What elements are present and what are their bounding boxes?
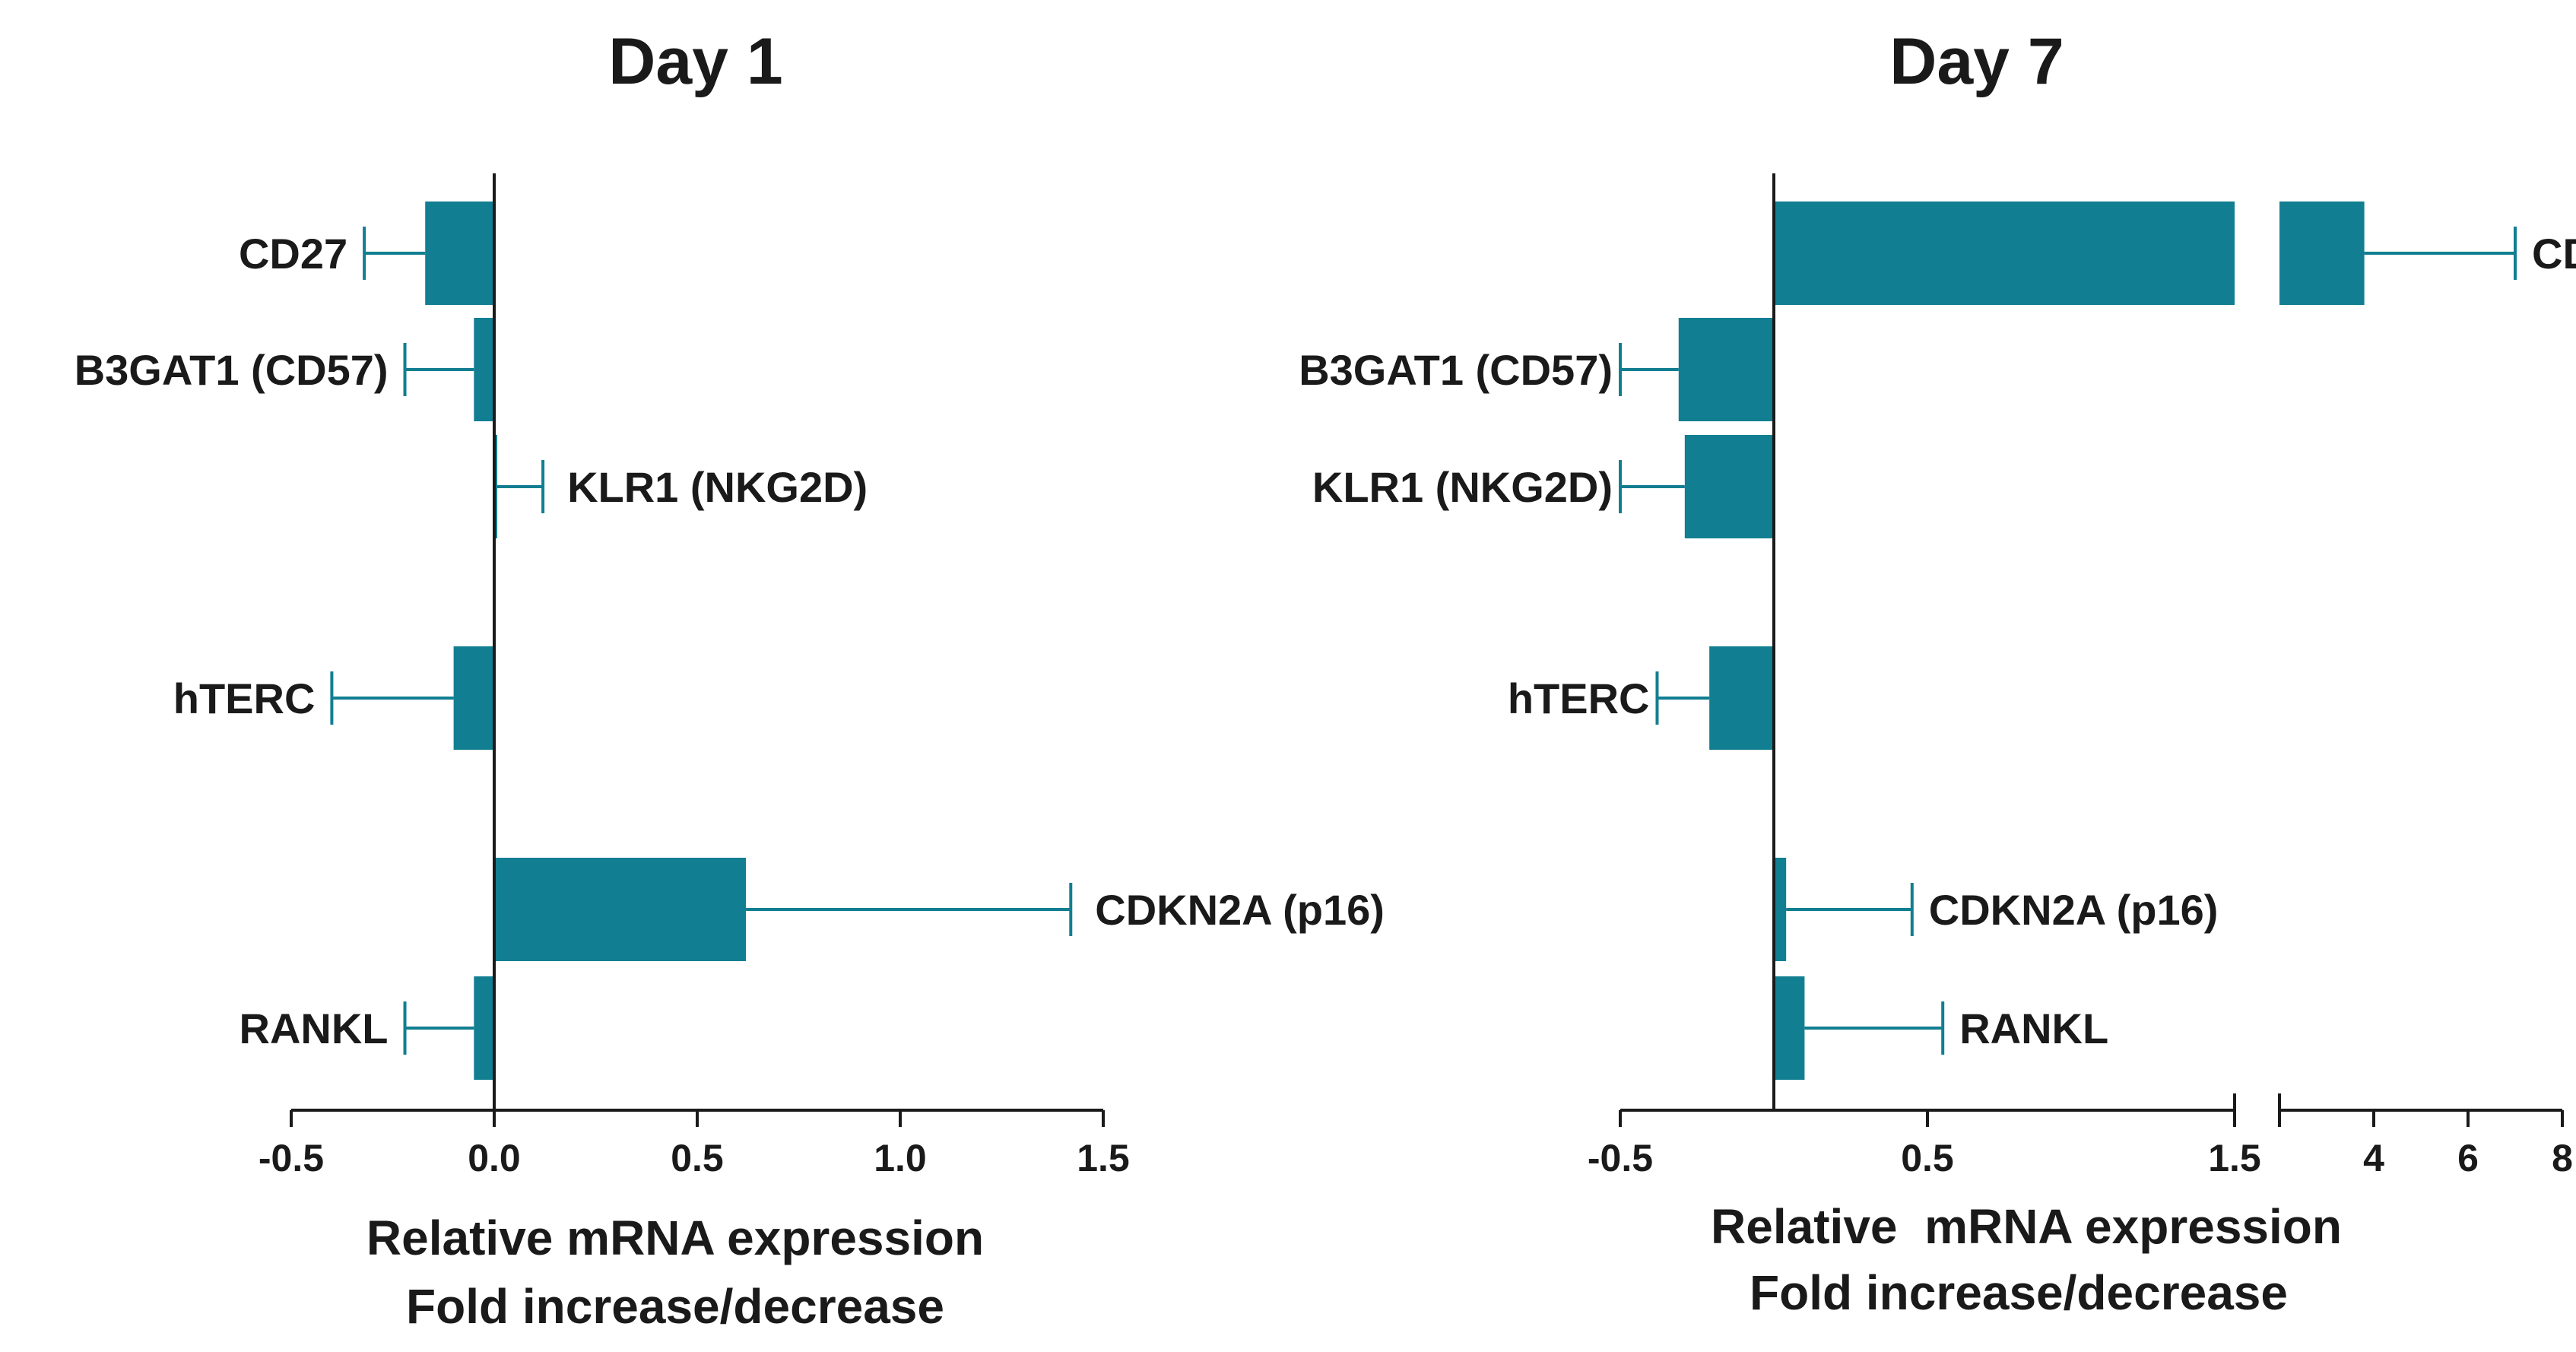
day7-tick-label: 6 <box>2457 1137 2479 1179</box>
day7-xlabel-line2: Fold increase/decrease <box>1750 1265 2288 1320</box>
day1-label-b3gat1: B3GAT1 (CD57) <box>75 346 389 394</box>
day7-x-ticks: -0.5 0.5 1.5 4 6 8 <box>1588 1110 2573 1179</box>
day7-label-rankl: RANKL <box>1959 1004 2108 1052</box>
day1-xlabel-line2: Fold increase/decrease <box>406 1279 944 1334</box>
day7-error-rankl <box>1804 1001 1945 1055</box>
day1-bar-hterc <box>453 646 494 750</box>
day7-bar-rankl <box>1774 976 1805 1080</box>
day1-bar-cd27 <box>425 202 494 305</box>
day1-bar-cdkn2a <box>494 858 747 961</box>
day7-label-cdkn2a: CDKN2A (p16) <box>1929 886 2219 934</box>
day1-error-cd27 <box>363 227 426 280</box>
day1-error-hterc <box>330 671 454 725</box>
day7-tick-label: 0.5 <box>1901 1137 1954 1179</box>
day1-tick-label: -0.5 <box>259 1137 324 1179</box>
day1-label-klr1: KLR1 (NKG2D) <box>567 463 868 511</box>
day1-tick-label: 0.0 <box>468 1137 521 1179</box>
day7-tick-label: 4 <box>2363 1137 2384 1179</box>
day7-bar-b3gat1 <box>1678 318 1774 421</box>
day7-error-cdkn2a <box>1786 883 1914 936</box>
day1-label-rankl: RANKL <box>240 1004 389 1052</box>
day1-error-rankl <box>403 1001 474 1055</box>
day1-title: Day 1 <box>608 25 783 98</box>
panel-day1: Day 1 CD27 B3GAT1 (CD57) KLR1 <box>75 25 1385 1334</box>
day1-label-hterc: hTERC <box>173 674 316 722</box>
day7-error-cd27 <box>2364 227 2517 280</box>
panel-day7: Day 7 CD27 B3GAT1 (CD57) <box>1299 25 2576 1320</box>
day7-bars <box>1678 202 2365 1080</box>
day1-xlabel-line1: Relative mRNA expression <box>366 1211 984 1265</box>
day1-tick-label: 0.5 <box>671 1137 724 1179</box>
day7-bar-cd27-segment1 <box>1774 202 2235 305</box>
day7-error-b3gat1 <box>1619 343 1679 396</box>
day1-error-bars <box>330 227 1073 1055</box>
day1-error-klr1 <box>496 460 545 513</box>
day7-tick-label: 1.5 <box>2208 1137 2261 1179</box>
day7-label-cd27: CD27 <box>2532 230 2576 278</box>
day1-bar-b3gat1 <box>474 318 494 421</box>
day7-label-klr1: KLR1 (NKG2D) <box>1312 463 1613 511</box>
day1-tick-label: 1.5 <box>1077 1137 1130 1179</box>
day1-bar-rankl <box>474 976 494 1080</box>
day7-error-hterc <box>1655 671 1710 725</box>
day1-label-cd27: CD27 <box>239 230 347 278</box>
day1-gene-labels: CD27 B3GAT1 (CD57) KLR1 (NKG2D) hTERC CD… <box>75 230 1385 1052</box>
day1-bars <box>425 202 747 1080</box>
day7-tick-label: -0.5 <box>1588 1137 1653 1179</box>
day7-bar-hterc <box>1709 646 1774 750</box>
day7-bar-cdkn2a <box>1774 858 1787 961</box>
day7-title: Day 7 <box>1889 25 2064 98</box>
day7-tick-label: 8 <box>2552 1137 2573 1179</box>
day1-error-cdkn2a <box>746 883 1073 936</box>
day1-error-b3gat1 <box>403 343 474 396</box>
day7-xlabel-line1: Relative mRNA expression <box>1711 1199 2342 1254</box>
day7-error-klr1 <box>1619 460 1685 513</box>
day7-gene-labels: CD27 B3GAT1 (CD57) KLR1 (NKG2D) hTERC CD… <box>1299 230 2576 1052</box>
day7-label-b3gat1: B3GAT1 (CD57) <box>1299 346 1613 394</box>
day7-bar-klr1 <box>1684 435 1774 538</box>
day1-label-cdkn2a: CDKN2A (p16) <box>1095 886 1385 934</box>
day7-error-bars <box>1619 227 2517 1055</box>
day7-label-hterc: hTERC <box>1508 674 1650 722</box>
day1-tick-label: 1.0 <box>874 1137 927 1179</box>
day1-x-ticks: -0.5 0.0 0.5 1.0 1.5 <box>259 1110 1130 1179</box>
day7-bar-cd27-segment2 <box>2279 202 2365 305</box>
